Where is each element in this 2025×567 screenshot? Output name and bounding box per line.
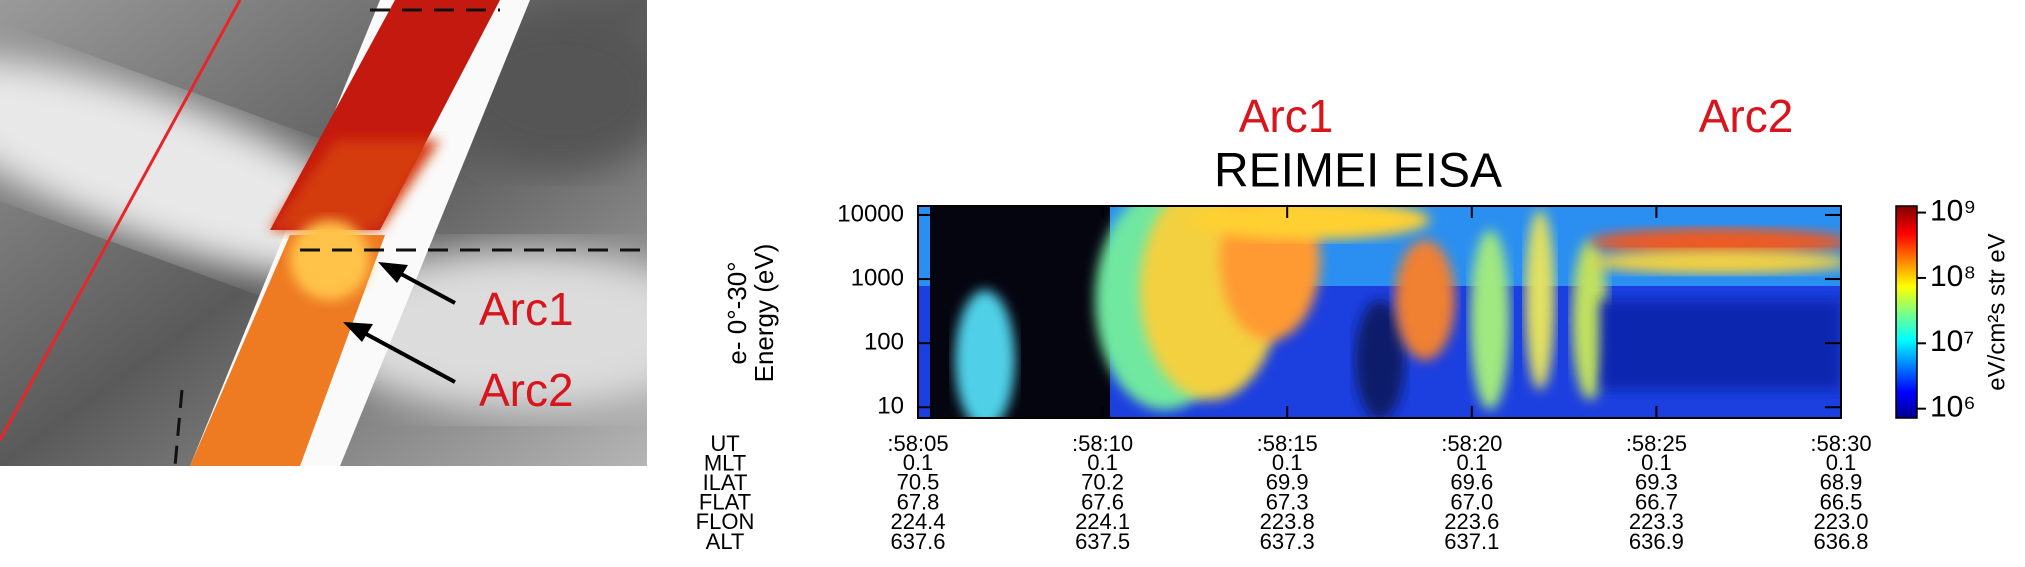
arrow-head — [343, 322, 373, 342]
ephemeris-name: FLON — [696, 509, 755, 534]
colorbar-tick-label: 10⁸ — [1930, 260, 1976, 293]
y-tick-label: 100 — [864, 329, 904, 356]
ephemeris-value: 637.3 — [1260, 529, 1315, 554]
ephemeris-value: 69.6 — [1450, 470, 1493, 495]
plot-frame — [917, 205, 1842, 419]
arc-label: Arc2 — [479, 364, 574, 416]
y-axis-label: Energy (eV) — [749, 244, 779, 383]
chart-title: REIMEI EISA — [1214, 145, 1502, 198]
ephemeris-value: 67.8 — [897, 489, 940, 514]
x-tick-label: :58:20 — [1441, 431, 1502, 456]
ephemeris-value: 70.2 — [1081, 470, 1124, 495]
annotation: Arc2 — [1699, 90, 1794, 142]
ephemeris-value: 223.6 — [1444, 509, 1499, 534]
ephemeris-value: 224.1 — [1075, 509, 1130, 534]
auroral-image — [0, 0, 647, 466]
ephemeris-value: 0.1 — [1641, 450, 1672, 475]
colorbar — [1895, 205, 1918, 419]
ephemeris-value: 223.0 — [1813, 509, 1868, 534]
ephemeris-name: ALT — [706, 529, 745, 554]
x-tick-label: :58:05 — [887, 431, 948, 456]
y-axis-label: e- 0°-30° — [722, 261, 752, 364]
ephemeris-value: 0.1 — [1826, 450, 1857, 475]
ephemeris-value: 0.1 — [1457, 450, 1488, 475]
colorbar-tick-label: 10⁷ — [1930, 325, 1974, 358]
ephemeris-value: 67.3 — [1266, 489, 1309, 514]
ephemeris-value: 66.7 — [1635, 489, 1678, 514]
arrow — [354, 326, 456, 384]
ephemeris-value: 70.5 — [897, 470, 940, 495]
y-tick-label: 10000 — [837, 200, 904, 227]
ephemeris-value: 224.4 — [890, 509, 945, 534]
annotation: Arc1 — [1239, 90, 1334, 142]
ephemeris-value: 66.5 — [1820, 489, 1863, 514]
ephemeris-value: 636.8 — [1813, 529, 1868, 554]
ephemeris-value: 223.8 — [1260, 509, 1315, 534]
ephemeris-value: 636.9 — [1629, 529, 1684, 554]
ephemeris-name: MLT — [704, 450, 746, 475]
x-tick-label: :58:15 — [1257, 431, 1318, 456]
ephemeris-value: 69.9 — [1266, 470, 1309, 495]
x-tick-label: :58:10 — [1072, 431, 1133, 456]
ephemeris-value: 0.1 — [903, 450, 934, 475]
y-tick-label: 1000 — [851, 264, 904, 291]
ephemeris-value: 67.6 — [1081, 489, 1124, 514]
x-tick-label: :58:30 — [1810, 431, 1871, 456]
arrow-head — [378, 262, 408, 283]
ephemeris-value: 67.0 — [1450, 489, 1493, 514]
ephemeris-value: 69.3 — [1635, 470, 1678, 495]
colorbar-tick-label: 10⁹ — [1930, 194, 1976, 227]
ephemeris-value: 637.1 — [1444, 529, 1499, 554]
ephemeris-name: UT — [710, 431, 739, 456]
arc-label: Arc1 — [479, 283, 574, 335]
colorbar-tick-label: 10⁶ — [1930, 391, 1976, 424]
ephemeris-value: 223.3 — [1629, 509, 1684, 534]
ephemeris-name: ILAT — [703, 470, 748, 495]
ephemeris-name: FLAT — [699, 490, 751, 515]
ephemeris-value: 68.9 — [1820, 470, 1863, 495]
x-tick-label: :58:25 — [1626, 431, 1687, 456]
ephemeris-value: 637.6 — [890, 529, 945, 554]
ephemeris-value: 0.1 — [1272, 450, 1303, 475]
ephemeris-value: 0.1 — [1087, 450, 1118, 475]
spectrogram — [918, 206, 1841, 418]
ephemeris-value: 637.5 — [1075, 529, 1130, 554]
colorbar-label: eV/cm²s str eV — [1983, 233, 2010, 390]
y-tick-label: 10 — [877, 393, 904, 420]
